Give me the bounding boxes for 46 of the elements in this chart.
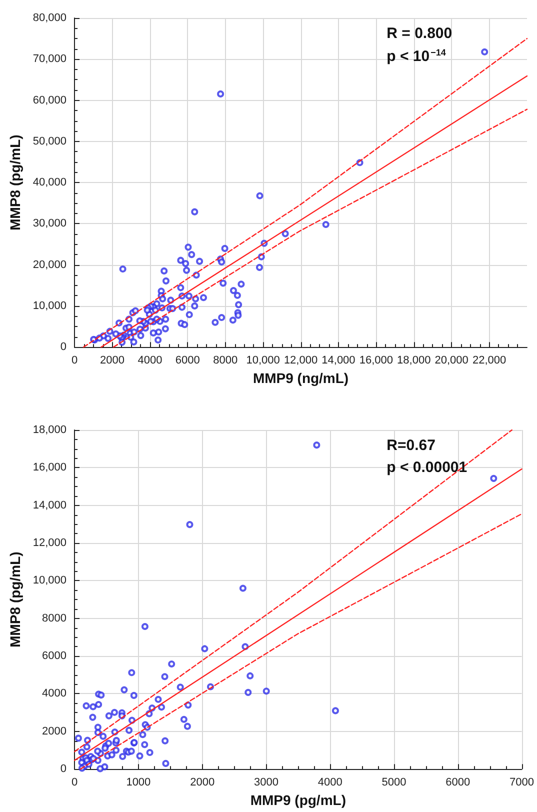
y-tick-label: 4000 [42, 688, 67, 700]
annotation: R = 0.800 [386, 25, 452, 42]
x-tick-label: 2000 [190, 776, 215, 789]
x-tick-label: 14,000 [322, 354, 356, 367]
y-tick-label: 18,000 [32, 424, 67, 436]
y-tick-label: 0 [60, 341, 67, 354]
y-tick-label: 10,000 [32, 300, 67, 312]
y-tick-label: 2000 [42, 725, 67, 738]
x-tick-label: 3000 [254, 776, 278, 789]
x-tick-label: 18,000 [397, 354, 431, 367]
y-axis-title: MMP8 (pg/mL) [7, 552, 23, 648]
y-tick-label: 40,000 [32, 176, 67, 189]
x-tick-label: 10,000 [246, 354, 280, 367]
annotation: R=0.67 [386, 437, 436, 454]
x-tick-label: 0 [71, 776, 78, 789]
x-tick-label: 20,000 [434, 354, 468, 367]
y-tick-label: 14,000 [32, 499, 67, 512]
x-tick-label: 8000 [213, 354, 238, 367]
x-axis-title: MMP9 (pg/mL) [250, 792, 346, 808]
x-tick-label: 2000 [100, 354, 124, 367]
x-tick-label: 6000 [446, 776, 470, 789]
x-tick-label: 7000 [510, 776, 534, 789]
x-tick-label: 12,000 [284, 354, 318, 367]
x-tick-label: 4000 [138, 354, 162, 367]
y-tick-label: 0 [60, 763, 67, 776]
y-tick-label: 6000 [42, 650, 67, 662]
y-tick-label: 20,000 [32, 258, 67, 271]
x-tick-label: 0 [71, 354, 78, 367]
y-tick-label: 60,000 [32, 94, 67, 106]
x-axis-title: MMP9 (ng/mL) [252, 370, 349, 386]
annotation: p < 0.00001 [386, 459, 468, 476]
y-tick-label: 70,000 [32, 53, 67, 66]
y-axis-title: MMP8 (pg/mL) [7, 134, 23, 230]
y-tick-label: 16,000 [32, 462, 67, 474]
x-tick-label: 6000 [175, 354, 200, 367]
x-tick-label: 16,000 [359, 354, 394, 367]
y-tick-label: 50,000 [32, 135, 67, 148]
x-tick-label: 4000 [318, 776, 342, 789]
y-tick-label: 30,000 [32, 218, 67, 230]
y-tick-label: 8000 [42, 612, 67, 624]
y-tick-label: 10,000 [32, 574, 67, 587]
y-tick-label: 80,000 [32, 12, 67, 24]
x-tick-label: 22,000 [472, 354, 506, 367]
y-tick-label: 12,000 [32, 537, 67, 550]
x-tick-label: 1000 [126, 776, 151, 789]
x-tick-label: 5000 [382, 776, 406, 789]
